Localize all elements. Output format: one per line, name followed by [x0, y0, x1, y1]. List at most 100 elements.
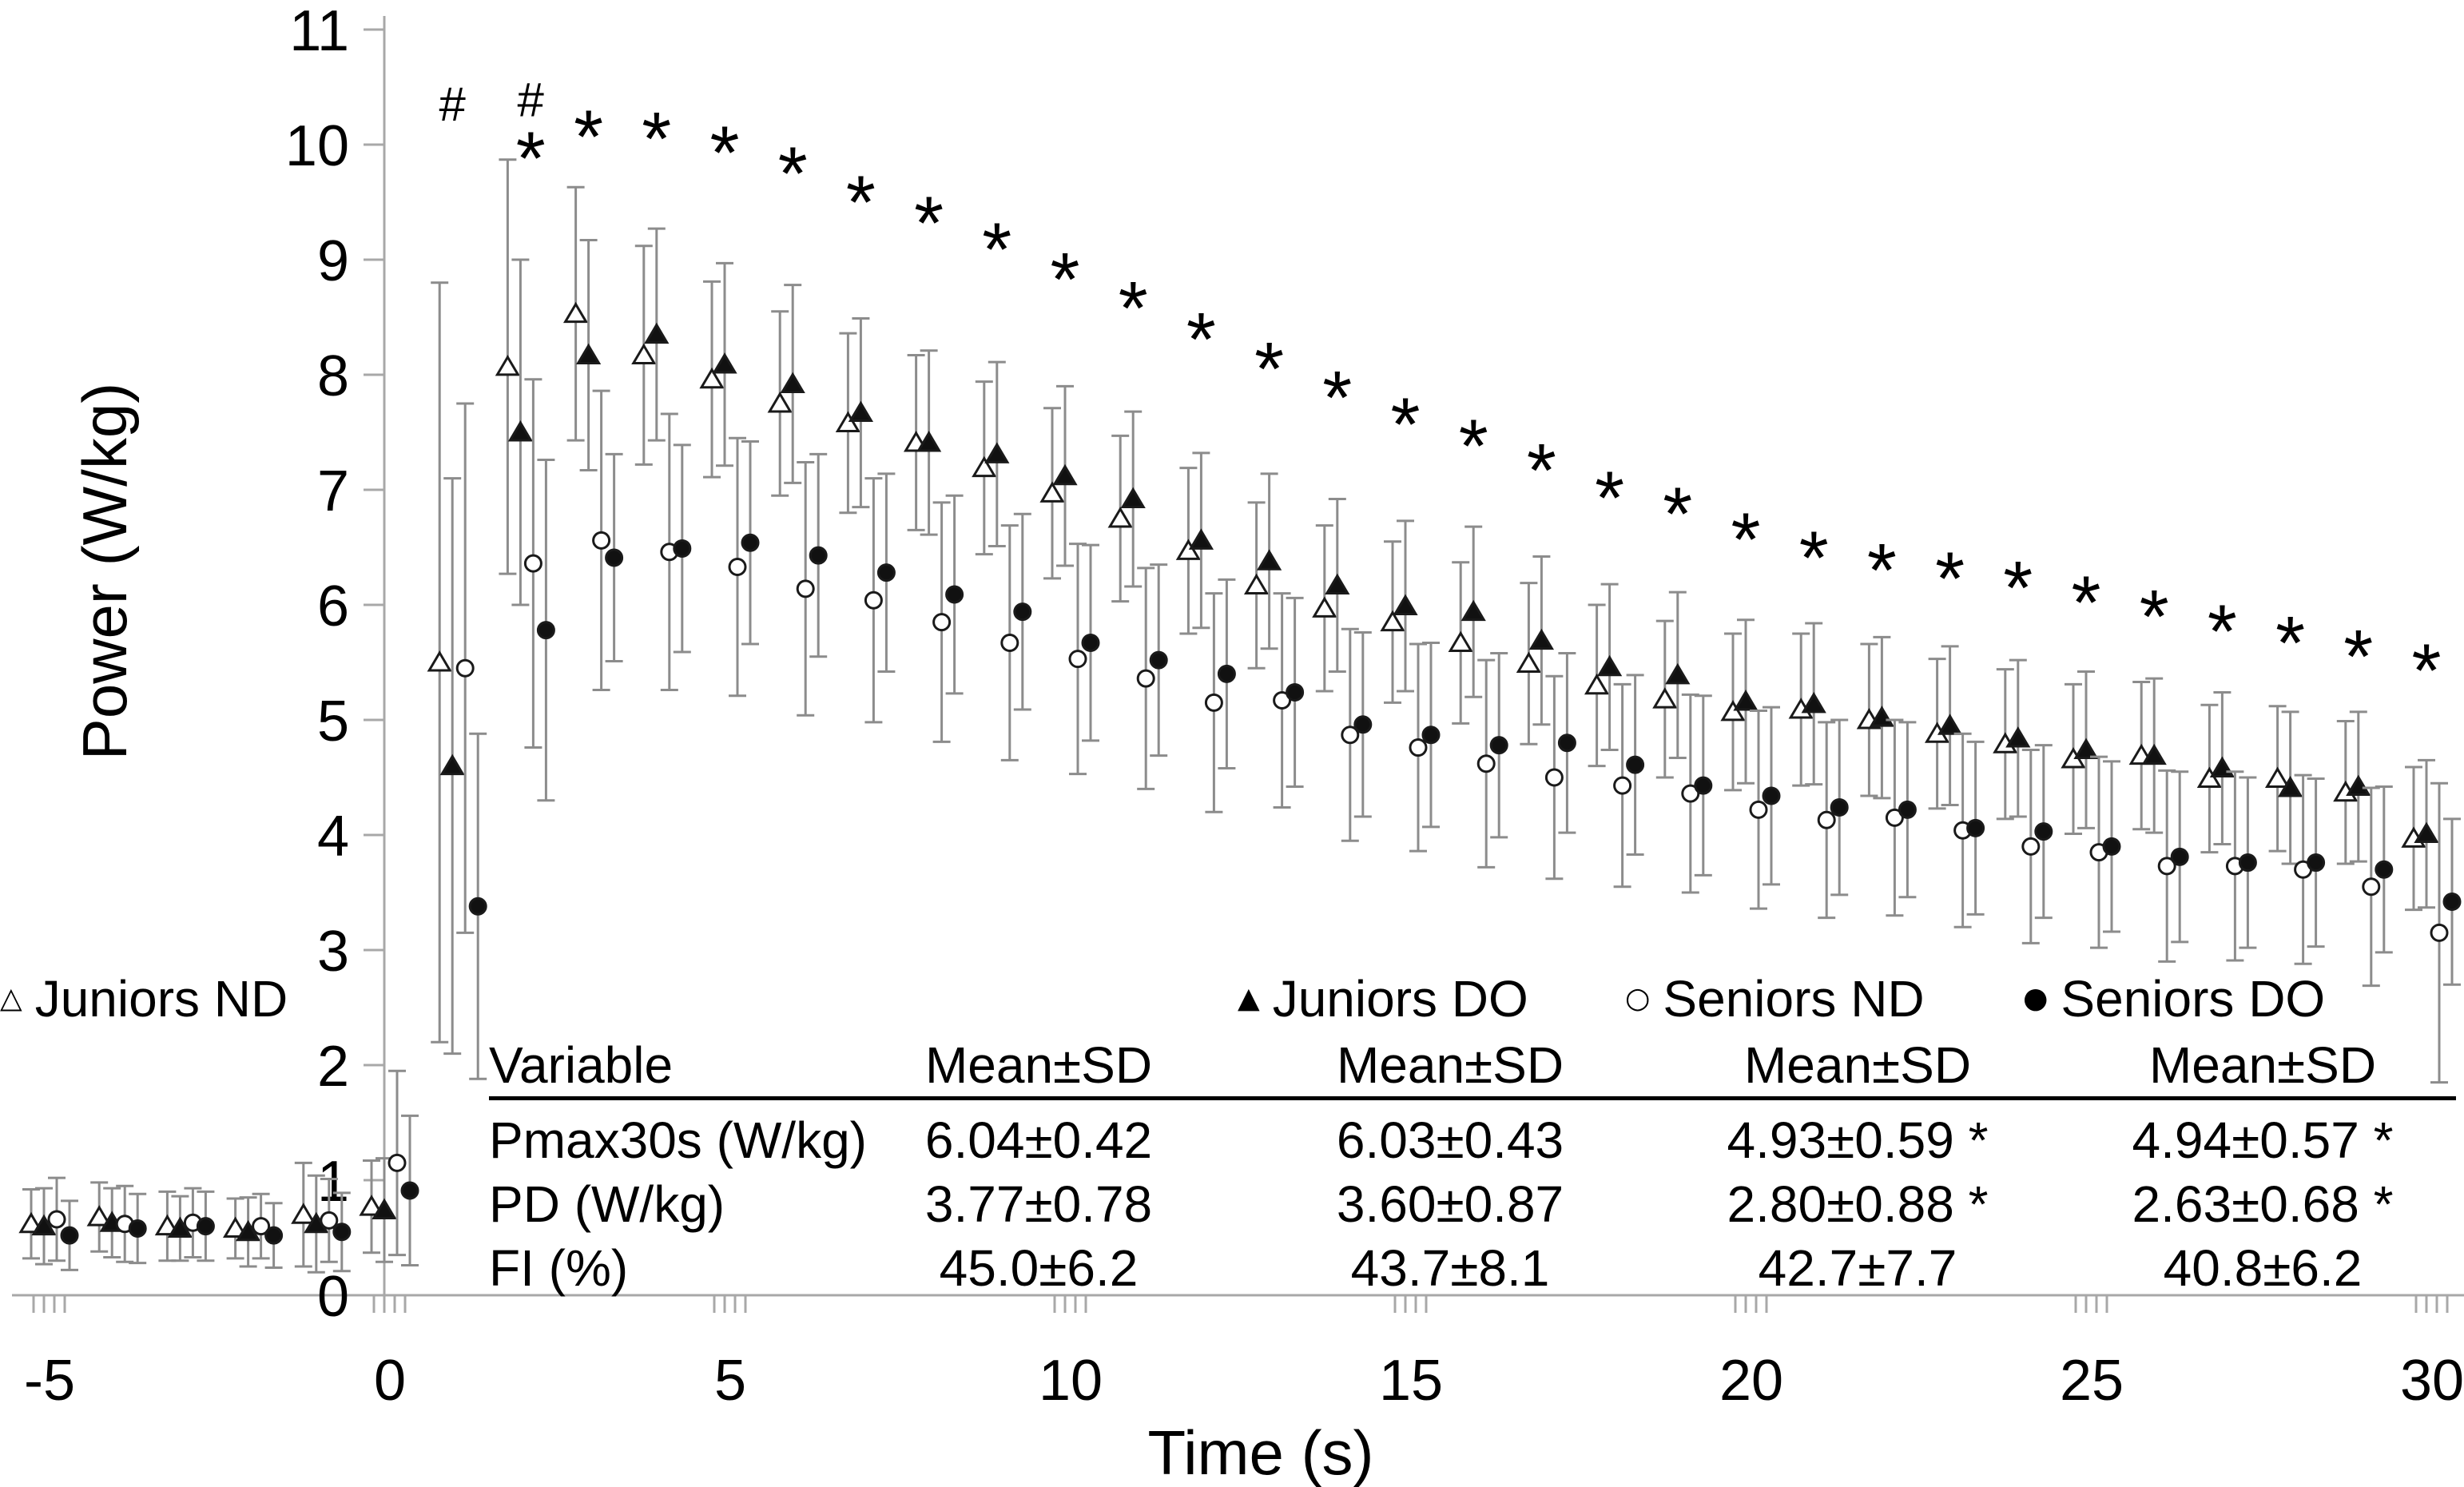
marker-triangle-filled: [2141, 743, 2167, 765]
star-annotation: *: [1459, 404, 1488, 489]
marker-triangle-open: [1516, 651, 1542, 673]
svg-text:1: 1: [317, 1150, 349, 1214]
star-annotation: *: [642, 97, 671, 181]
svg-text:0: 0: [374, 1349, 406, 1413]
x-axis-title: Time (s): [1147, 1417, 1373, 1487]
marker-triangle-open: [1243, 573, 1270, 595]
star-annotation: *: [1527, 428, 1556, 513]
marker-triangle-open: [2264, 766, 2291, 788]
marker-circle-open: [320, 1211, 339, 1230]
marker-triangle-filled: [2209, 756, 2235, 777]
marker-triangle-open: [699, 367, 725, 389]
marker-circle-filled: [1762, 786, 1781, 805]
marker-circle-filled: [2442, 893, 2462, 912]
marker-triangle-open: [767, 392, 793, 413]
marker-circle-filled: [536, 621, 555, 640]
marker-circle-filled: [400, 1181, 419, 1200]
marker-circle-open: [1681, 784, 1700, 803]
marker-triangle-open: [495, 354, 521, 376]
marker-triangle-open: [359, 1195, 384, 1216]
star-annotation: *: [1935, 536, 1965, 621]
marker-circle-filled: [2034, 822, 2053, 841]
marker-circle-filled: [2375, 860, 2394, 879]
star-annotation: *: [2208, 590, 2237, 674]
marker-circle-filled: [264, 1226, 284, 1245]
marker-circle-filled: [1421, 726, 1441, 745]
marker-circle-filled: [1694, 776, 1713, 795]
marker-triangle-open: [86, 1205, 112, 1227]
marker-triangle-open: [291, 1203, 316, 1224]
star-annotation: *: [846, 160, 876, 245]
marker-triangle-open: [631, 343, 657, 365]
star-annotation: *: [574, 94, 603, 179]
marker-circle-open: [1341, 726, 1360, 745]
marker-circle-open: [932, 613, 952, 632]
marker-circle-filled: [741, 533, 760, 552]
marker-triangle-open: [1652, 687, 1678, 709]
svg-text:8: 8: [317, 344, 349, 408]
marker-circle-filled: [1217, 664, 1236, 683]
svg-text:3: 3: [317, 920, 349, 984]
marker-triangle-filled: [2414, 821, 2439, 844]
marker-triangle-open: [835, 411, 861, 432]
marker-circle-filled: [673, 539, 692, 558]
svg-text:11: 11: [289, 0, 349, 63]
marker-circle-open: [47, 1210, 66, 1229]
marker-circle-filled: [1353, 715, 1373, 734]
marker-triangle-filled: [1665, 662, 1691, 685]
series-seniors-nd: [47, 378, 2449, 1263]
svg-text:10: 10: [1039, 1349, 1103, 1413]
marker-triangle-filled: [848, 400, 874, 423]
marker-circle-open: [1409, 738, 1428, 757]
marker-triangle-filled: [644, 322, 670, 344]
marker-triangle-filled: [1937, 714, 1963, 735]
marker-triangle-open: [1584, 673, 1610, 695]
svg-text:6: 6: [317, 575, 349, 638]
star-annotation: *: [1051, 237, 1080, 322]
marker-circle-open: [523, 554, 542, 573]
marker-circle-open: [252, 1217, 271, 1236]
marker-triangle-filled: [1052, 463, 1078, 486]
marker-circle-filled: [128, 1219, 147, 1238]
marker-circle-filled: [60, 1226, 79, 1245]
marker-circle-open: [1273, 691, 1292, 710]
star-annotation: *: [2412, 628, 2442, 713]
marker-circle-filled: [1286, 682, 1305, 702]
marker-triangle-filled: [372, 1198, 397, 1219]
marker-circle-filled: [2102, 837, 2121, 856]
marker-circle-open: [2362, 877, 2381, 897]
marker-circle-open: [1476, 754, 1496, 773]
star-annotation: *: [2140, 575, 2169, 659]
star-annotation: *: [1119, 266, 1148, 351]
marker-triangle-open: [1107, 507, 1133, 528]
marker-triangle-filled: [2346, 774, 2371, 797]
significance-annotations: # #* * * * * * * * * * * * * * * * * * * * * * * * * * * * *: [439, 73, 2442, 713]
marker-triangle-filled: [712, 352, 737, 374]
svg-text:9: 9: [317, 229, 349, 293]
marker-triangle-filled: [2005, 726, 2031, 748]
star-annotation: *: [1322, 356, 1352, 440]
marker-triangle-open: [427, 650, 452, 672]
star-annotation: *: [2343, 614, 2373, 699]
series-seniors-do: [60, 440, 2462, 1273]
marker-triangle-open: [1448, 630, 1473, 653]
marker-triangle-filled: [1325, 573, 1350, 595]
svg-text:20: 20: [1719, 1349, 1783, 1413]
svg-text:7: 7: [317, 459, 349, 523]
star-annotation: *: [1867, 528, 1897, 613]
svg-text:5: 5: [714, 1349, 746, 1413]
marker-triangle-filled: [439, 753, 465, 776]
marker-circle-filled: [2238, 853, 2257, 873]
marker-circle-open: [796, 579, 815, 598]
marker-triangle-open: [562, 301, 589, 324]
marker-circle-filled: [1013, 602, 1032, 622]
marker-circle-filled: [468, 897, 487, 916]
marker-circle-open: [1544, 768, 1564, 787]
svg-text:10: 10: [285, 114, 349, 178]
star-annotation: *: [778, 131, 808, 216]
marker-circle-open: [387, 1153, 407, 1172]
marker-triangle-filled: [1120, 487, 1146, 509]
hash-annotation: #: [439, 78, 467, 131]
star-annotation: *: [1663, 472, 1692, 557]
